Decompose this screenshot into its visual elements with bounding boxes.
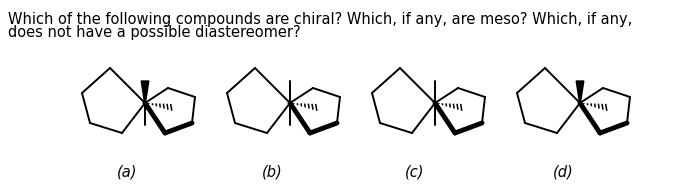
Text: (b): (b) [261, 164, 282, 180]
Text: does not have a possible diastereomer?: does not have a possible diastereomer? [8, 25, 301, 40]
Text: (d): (d) [553, 164, 573, 180]
Polygon shape [576, 81, 584, 103]
Text: Which of the following compounds are chiral? Which, if any, are meso? Which, if : Which of the following compounds are chi… [8, 12, 633, 27]
Polygon shape [141, 81, 149, 103]
Text: (c): (c) [405, 164, 425, 180]
Text: (a): (a) [117, 164, 137, 180]
